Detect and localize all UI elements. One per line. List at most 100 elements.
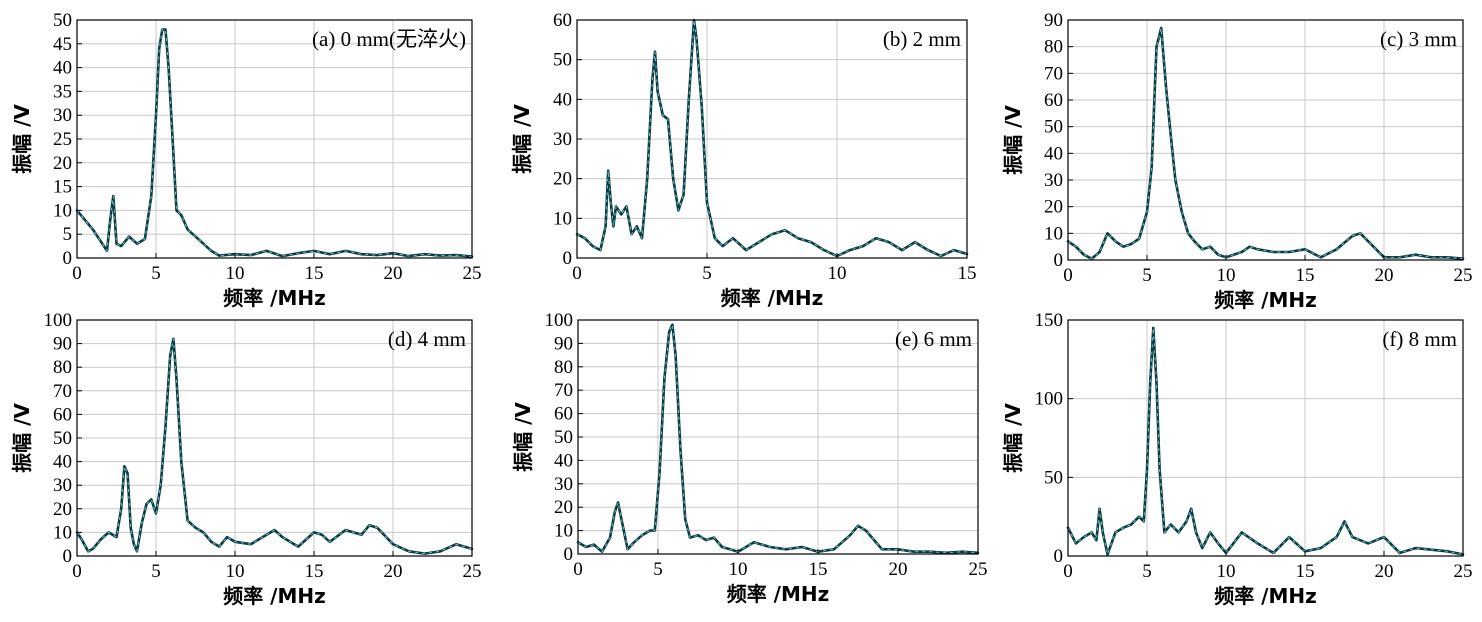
y-tick-label: 20 (554, 497, 573, 518)
y-axis-label: 振幅 /V (510, 104, 534, 174)
y-tick-label: 20 (1044, 197, 1063, 218)
y-tick-label: 0 (564, 544, 574, 565)
x-tick-label: 25 (969, 559, 988, 580)
y-tick-label: 20 (553, 169, 572, 190)
plot-frame (1067, 19, 1464, 261)
y-tick-label: 0 (63, 248, 73, 269)
panel-title: (f) 8 mm (1382, 327, 1457, 351)
x-axis-label: 频率 /MHz (727, 582, 830, 606)
x-tick-label: 10 (1217, 265, 1236, 286)
y-axis-label: 振幅 /V (10, 104, 34, 174)
x-tick-label: 15 (958, 263, 977, 284)
y-tick-label: 70 (53, 381, 72, 402)
y-tick-label: 100 (44, 310, 73, 331)
panel-title: (a) 0 mm(无淬火) (312, 27, 466, 51)
y-tick-label: 70 (554, 380, 573, 401)
y-axis-label: 振幅 /V (1001, 403, 1025, 473)
series-line (75, 337, 474, 555)
x-tick-label: 0 (72, 263, 82, 284)
y-tick-label: 35 (53, 81, 72, 102)
x-tick-label: 10 (226, 263, 245, 284)
x-axis-label: 频率 /MHz (1214, 584, 1317, 608)
x-tick-label: 0 (72, 561, 82, 582)
y-tick-label: 90 (554, 333, 573, 354)
y-tick-label: 100 (545, 310, 574, 331)
y-tick-label: 60 (553, 10, 572, 31)
y-tick-label: 15 (53, 177, 72, 198)
y-tick-label: 150 (1035, 310, 1064, 331)
series-highlight (1067, 327, 1464, 557)
y-tick-label: 50 (553, 50, 572, 71)
x-tick-label: 10 (828, 263, 847, 284)
y-tick-label: 80 (1044, 37, 1063, 58)
y-axis-label: 振幅 /V (1001, 105, 1025, 175)
y-tick-label: 10 (53, 200, 72, 221)
x-tick-label: 0 (572, 263, 582, 284)
y-tick-label: 30 (53, 105, 72, 126)
y-tick-label: 60 (1044, 90, 1063, 111)
y-tick-label: 60 (53, 404, 72, 425)
x-tick-label: 5 (151, 263, 161, 284)
y-tick-label: 25 (53, 129, 72, 150)
series-line (576, 323, 980, 555)
x-tick-label: 20 (1375, 265, 1394, 286)
x-tick-label: 10 (1217, 561, 1236, 582)
y-tick-label: 40 (53, 58, 72, 79)
y-tick-label: 40 (554, 450, 573, 471)
series-highlight (76, 29, 473, 258)
series-line (1066, 26, 1465, 261)
y-tick-label: 90 (53, 334, 72, 355)
y-tick-label: 40 (53, 452, 72, 473)
x-tick-label: 25 (463, 561, 482, 582)
y-tick-label: 50 (1044, 467, 1063, 488)
y-tick-label: 10 (554, 521, 573, 542)
y-axis-label: 振幅 /V (10, 403, 34, 473)
x-axis-label: 频率 /MHz (721, 286, 824, 310)
chart-panel-2: 0 5 10 15 0 10 20 30 40 50 60 频率 /MHz 振幅 /V (b) 2 mm (510, 10, 977, 310)
series-line (75, 28, 474, 258)
series-highlight (577, 323, 979, 554)
y-tick-label: 60 (554, 404, 573, 425)
y-tick-label: 30 (553, 129, 572, 150)
x-axis-label: 频率 /MHz (1214, 288, 1317, 312)
x-axis-label: 频率 /MHz (223, 584, 326, 608)
x-tick-label: 20 (384, 561, 403, 582)
y-tick-label: 20 (53, 153, 72, 174)
x-tick-label: 20 (889, 559, 908, 580)
y-tick-label: 0 (1054, 546, 1064, 567)
y-tick-label: 80 (554, 357, 573, 378)
series-line (1066, 326, 1465, 556)
y-tick-label: 0 (63, 546, 73, 567)
x-tick-label: 0 (573, 559, 583, 580)
x-tick-label: 5 (1142, 265, 1152, 286)
y-tick-label: 0 (563, 248, 573, 269)
y-tick-label: 50 (53, 10, 72, 31)
x-tick-label: 5 (653, 559, 663, 580)
y-tick-label: 50 (1044, 117, 1063, 138)
chart-panel-6: 0 5 10 15 20 25 0 50 100 150 频率 /MHz 振幅 /V (f) 8 mm (1001, 310, 1473, 608)
x-tick-label: 25 (463, 263, 482, 284)
y-tick-label: 10 (1044, 223, 1063, 244)
x-tick-label: 15 (809, 559, 828, 580)
y-tick-label: 20 (53, 499, 72, 520)
x-tick-label: 15 (305, 263, 324, 284)
plot-frame (1067, 319, 1464, 557)
x-tick-label: 25 (1454, 561, 1473, 582)
panel-title: (c) 3 mm (1380, 27, 1457, 51)
y-tick-label: 70 (1044, 63, 1063, 84)
x-tick-label: 20 (1375, 561, 1394, 582)
x-axis-label: 频率 /MHz (223, 286, 326, 310)
x-tick-label: 15 (1296, 561, 1315, 582)
y-tick-label: 30 (1044, 170, 1063, 191)
x-tick-label: 5 (702, 263, 712, 284)
panel-title: (b) 2 mm (883, 27, 961, 51)
y-tick-label: 30 (53, 475, 72, 496)
x-tick-label: 10 (729, 559, 748, 580)
panel-title: (e) 6 mm (895, 327, 972, 351)
y-tick-label: 50 (53, 428, 72, 449)
